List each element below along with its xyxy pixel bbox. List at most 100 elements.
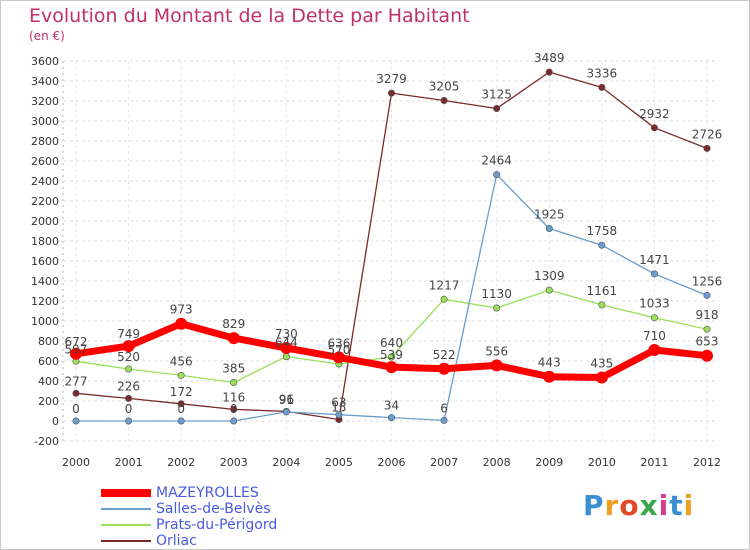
data-label: 1033 (639, 297, 670, 311)
data-label: 1161 (587, 284, 618, 298)
data-label: 63 (331, 396, 346, 410)
data-label: 3205 (429, 80, 460, 94)
data-point (125, 394, 133, 402)
data-point (125, 365, 133, 373)
x-tick-label: 2010 (588, 456, 616, 469)
data-point (177, 371, 185, 379)
data-label: 385 (222, 362, 245, 376)
data-label: 653 (696, 335, 719, 349)
data-point (177, 400, 185, 408)
data-point (177, 417, 185, 425)
data-label: 1758 (587, 224, 618, 238)
data-label: 1130 (481, 287, 512, 301)
data-label: 172 (170, 385, 193, 399)
data-label: 91 (279, 393, 294, 407)
data-label: 1925 (534, 208, 565, 222)
data-point (387, 89, 395, 97)
data-point (122, 340, 135, 353)
data-label: 435 (590, 357, 613, 371)
y-tick-label: -200 (34, 435, 59, 448)
y-tick-label: 3400 (31, 75, 59, 88)
data-point (648, 344, 661, 356)
data-label: 3489 (534, 51, 565, 65)
data-point (72, 417, 80, 425)
data-point (385, 361, 398, 374)
data-label: 918 (696, 308, 719, 322)
data-label: 2932 (639, 107, 670, 121)
legend-item: Prats-du-Périgord (101, 517, 277, 533)
y-tick-label: 0 (52, 415, 59, 428)
data-label: 15 (331, 401, 346, 415)
data-label: 597 (65, 342, 88, 356)
data-point (282, 408, 290, 416)
data-label: 730 (275, 327, 298, 341)
data-label: 0 (177, 402, 185, 416)
data-label: 973 (170, 303, 193, 317)
legend-label: MAZEYROLLES (156, 485, 259, 501)
x-tick-label: 2005 (325, 456, 353, 469)
y-tick-label: 3000 (31, 115, 59, 128)
chart-title: Evolution du Montant de la Dette par Hab… (29, 5, 470, 27)
data-label: 277 (65, 374, 88, 388)
y-tick-label: 600 (38, 355, 59, 368)
data-label: 640 (380, 336, 403, 350)
data-point (438, 362, 451, 375)
y-tick-label: 2800 (31, 135, 59, 148)
legend-swatch (101, 524, 151, 526)
data-point (701, 349, 713, 362)
data-label: 116 (222, 390, 245, 404)
data-label: 3336 (587, 66, 618, 80)
data-label: 96 (279, 392, 294, 406)
y-tick-label: 3200 (31, 95, 59, 108)
data-label: 0 (72, 402, 80, 416)
data-point (440, 97, 448, 105)
data-point (650, 270, 658, 278)
legend-label: Salles-de-Belvès (156, 501, 271, 517)
data-point (280, 342, 293, 354)
data-point (493, 171, 501, 179)
x-tick-label: 2012 (693, 456, 721, 469)
data-point (440, 295, 448, 303)
data-label: 644 (275, 336, 298, 350)
data-point (490, 359, 503, 372)
data-point (387, 414, 395, 422)
plot-area (64, 61, 719, 441)
x-tick-label: 2007 (430, 456, 458, 469)
data-point (230, 378, 238, 386)
data-point (387, 353, 395, 361)
data-point (72, 389, 80, 397)
y-tick-label: 2200 (31, 195, 59, 208)
data-point (175, 317, 188, 330)
data-label: 520 (117, 350, 140, 364)
data-point (332, 351, 345, 364)
x-tick-label: 2002 (167, 456, 195, 469)
data-label: 1256 (692, 274, 723, 288)
y-tick-label: 1800 (31, 235, 59, 248)
data-point (595, 371, 608, 384)
y-tick-label: 1400 (31, 275, 59, 288)
y-tick-label: 2600 (31, 155, 59, 168)
legend: MAZEYROLLES Salles-de-Belvès Prats-du-Péri… (101, 485, 277, 549)
data-point (598, 301, 606, 309)
data-point (650, 314, 658, 322)
x-tick-label: 2008 (483, 456, 511, 469)
proxiti-logo: Proxiti (583, 489, 695, 522)
data-label: 556 (485, 344, 508, 358)
data-label: 456 (170, 354, 193, 368)
x-tick-label: 2003 (220, 456, 248, 469)
data-point (703, 291, 711, 299)
x-tick-label: 2011 (640, 456, 668, 469)
data-label: 570 (327, 343, 350, 357)
data-label: 2726 (692, 127, 723, 141)
x-tick-label: 2004 (272, 456, 300, 469)
data-point (125, 417, 133, 425)
y-tick-label: 2000 (31, 215, 59, 228)
legend-item: Orliac (101, 533, 277, 549)
data-label: 829 (222, 317, 245, 331)
y-tick-label: 3600 (31, 55, 59, 68)
data-label: 2464 (481, 154, 512, 168)
data-point (598, 83, 606, 91)
data-point (70, 347, 82, 360)
